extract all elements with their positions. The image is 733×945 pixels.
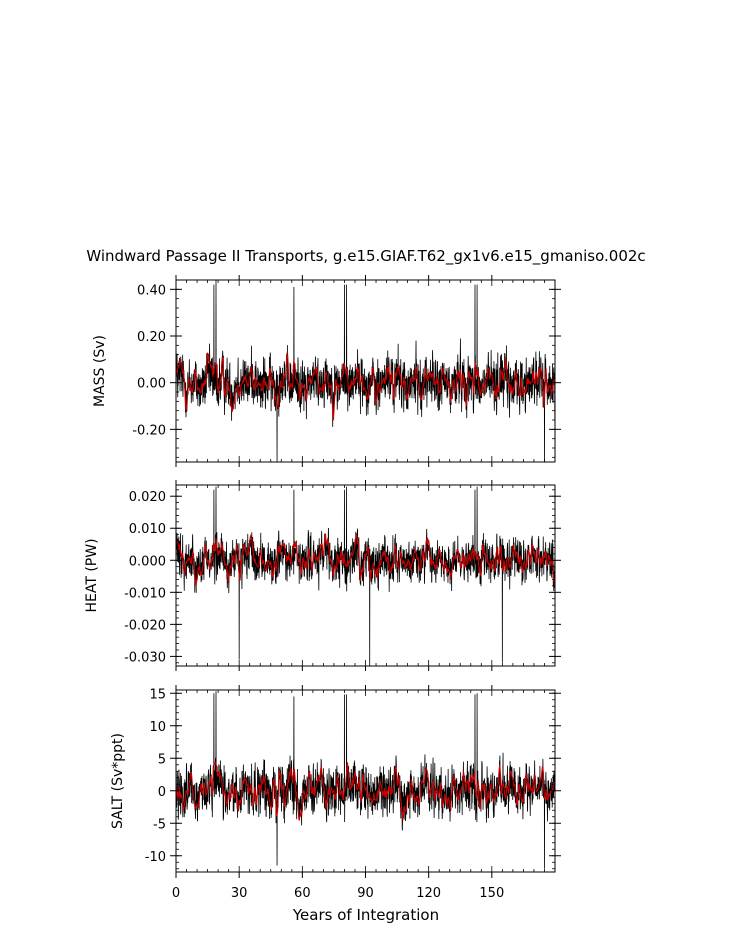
x-axis-label: Years of Integration bbox=[292, 906, 439, 924]
y-axis-label: SALT (Sv*ppt) bbox=[110, 733, 126, 829]
y-tick-label: 0.010 bbox=[129, 522, 166, 537]
y-tick-label: 0.40 bbox=[137, 283, 166, 298]
y-tick-label: -5 bbox=[153, 817, 166, 832]
panel-2: -0.030 -0.020 -0.010 0.000 0.010 0.020 HEAT (P… bbox=[84, 480, 561, 671]
y-tick-label: 0.20 bbox=[137, 330, 166, 345]
x-tick-label: 0 bbox=[172, 886, 180, 901]
y-tick-label: 0.020 bbox=[129, 490, 166, 505]
y-axis-label: MASS (Sv) bbox=[92, 335, 108, 407]
raw-series-line bbox=[175, 486, 556, 667]
x-tick-label: 60 bbox=[294, 886, 311, 901]
smoothed-series-line bbox=[175, 761, 555, 821]
y-tick-label: 15 bbox=[149, 687, 166, 702]
figure-title: Windward Passage II Transports, g.e15.GI… bbox=[86, 247, 645, 266]
y-tick-label: 0.000 bbox=[129, 554, 166, 569]
smoothed-series-line bbox=[175, 353, 556, 421]
y-tick-label: -0.030 bbox=[124, 650, 166, 665]
y-tick-label: -0.010 bbox=[124, 586, 166, 601]
y-tick-label: 0 bbox=[158, 785, 166, 800]
panel-1: -0.20 0.00 0.20 0.40 MASS (Sv) bbox=[92, 275, 561, 467]
y-tick-label: -10 bbox=[145, 850, 166, 865]
x-tick-label: 150 bbox=[479, 886, 504, 901]
y-tick-label: 5 bbox=[158, 752, 166, 767]
panel-3: -10 -5 0 5 10 15 SALT (Sv*ppt) 0 30 60 90 120 150 bbox=[110, 685, 561, 901]
y-tick-label: -0.20 bbox=[132, 423, 166, 438]
raw-series-line bbox=[175, 279, 556, 463]
x-tick-label: 30 bbox=[231, 886, 248, 901]
y-tick-label: -0.020 bbox=[124, 618, 166, 633]
x-tick-label: 90 bbox=[357, 886, 374, 901]
y-tick-label: 10 bbox=[149, 720, 166, 735]
y-axis-label: HEAT (PW) bbox=[84, 538, 100, 612]
smoothed-series-line bbox=[175, 533, 556, 586]
x-tick-label: 120 bbox=[416, 886, 441, 901]
raw-series-line bbox=[175, 691, 556, 869]
y-tick-label: 0.00 bbox=[137, 377, 166, 392]
